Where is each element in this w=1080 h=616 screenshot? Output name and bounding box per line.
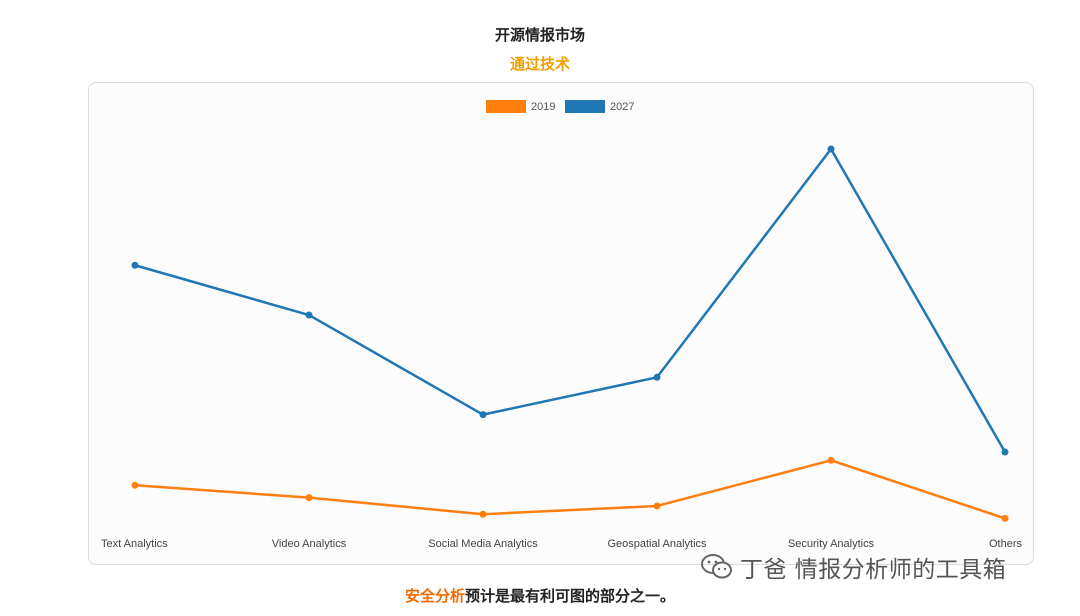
series-line-2027	[133, 147, 1007, 454]
data-point-2027-0	[131, 261, 139, 269]
chart-card	[88, 82, 1034, 565]
x-tick-label: Text Analytics	[101, 538, 168, 550]
data-point-2027-4	[827, 145, 835, 153]
x-tick-label: Others	[989, 538, 1023, 550]
page-subtitle: 通过技术	[509, 55, 570, 73]
data-point-2019-1	[305, 494, 313, 502]
legend-swatch-2019	[486, 100, 526, 113]
data-point-2019-2	[479, 510, 487, 518]
data-point-2027-2	[479, 411, 487, 419]
wechat-icon	[701, 554, 732, 579]
x-tick-label: Social Media Analytics	[428, 538, 538, 550]
chart-legend: 2019 2027	[486, 100, 634, 113]
x-tick-label: Security Analytics	[788, 538, 875, 550]
page-title: 开源情报市场	[494, 26, 585, 44]
chart-series-lines	[133, 147, 1007, 520]
data-point-2019-4	[827, 456, 835, 464]
watermark-text: 丁爸 情报分析师的工具箱	[740, 557, 1007, 583]
caption-text: 预计是最有利可图的部分之一。	[465, 587, 676, 605]
legend-swatch-2027	[565, 100, 605, 113]
legend-label-2027: 2027	[610, 101, 634, 113]
series-line-2019	[133, 459, 1007, 520]
watermark: 丁爸 情报分析师的工具箱	[700, 550, 1006, 584]
chart-data-points	[131, 145, 1009, 522]
data-point-2027-5	[1001, 448, 1009, 456]
data-point-2027-1	[305, 311, 313, 319]
x-axis-tick-labels: Text Analytics Video Analytics Social Medi…	[101, 538, 1022, 550]
x-tick-label: Video Analytics	[272, 538, 347, 550]
caption-highlight: 安全分析	[404, 587, 465, 605]
x-tick-label: Geospatial Analytics	[607, 538, 707, 550]
data-point-2027-3	[653, 373, 661, 381]
legend-label-2019: 2019	[531, 101, 555, 113]
data-point-2019-3	[653, 502, 661, 510]
data-point-2019-5	[1001, 514, 1009, 522]
chart-caption: 安全分析预计是最有利可图的部分之一。	[0, 585, 1080, 606]
data-point-2019-0	[131, 481, 139, 489]
